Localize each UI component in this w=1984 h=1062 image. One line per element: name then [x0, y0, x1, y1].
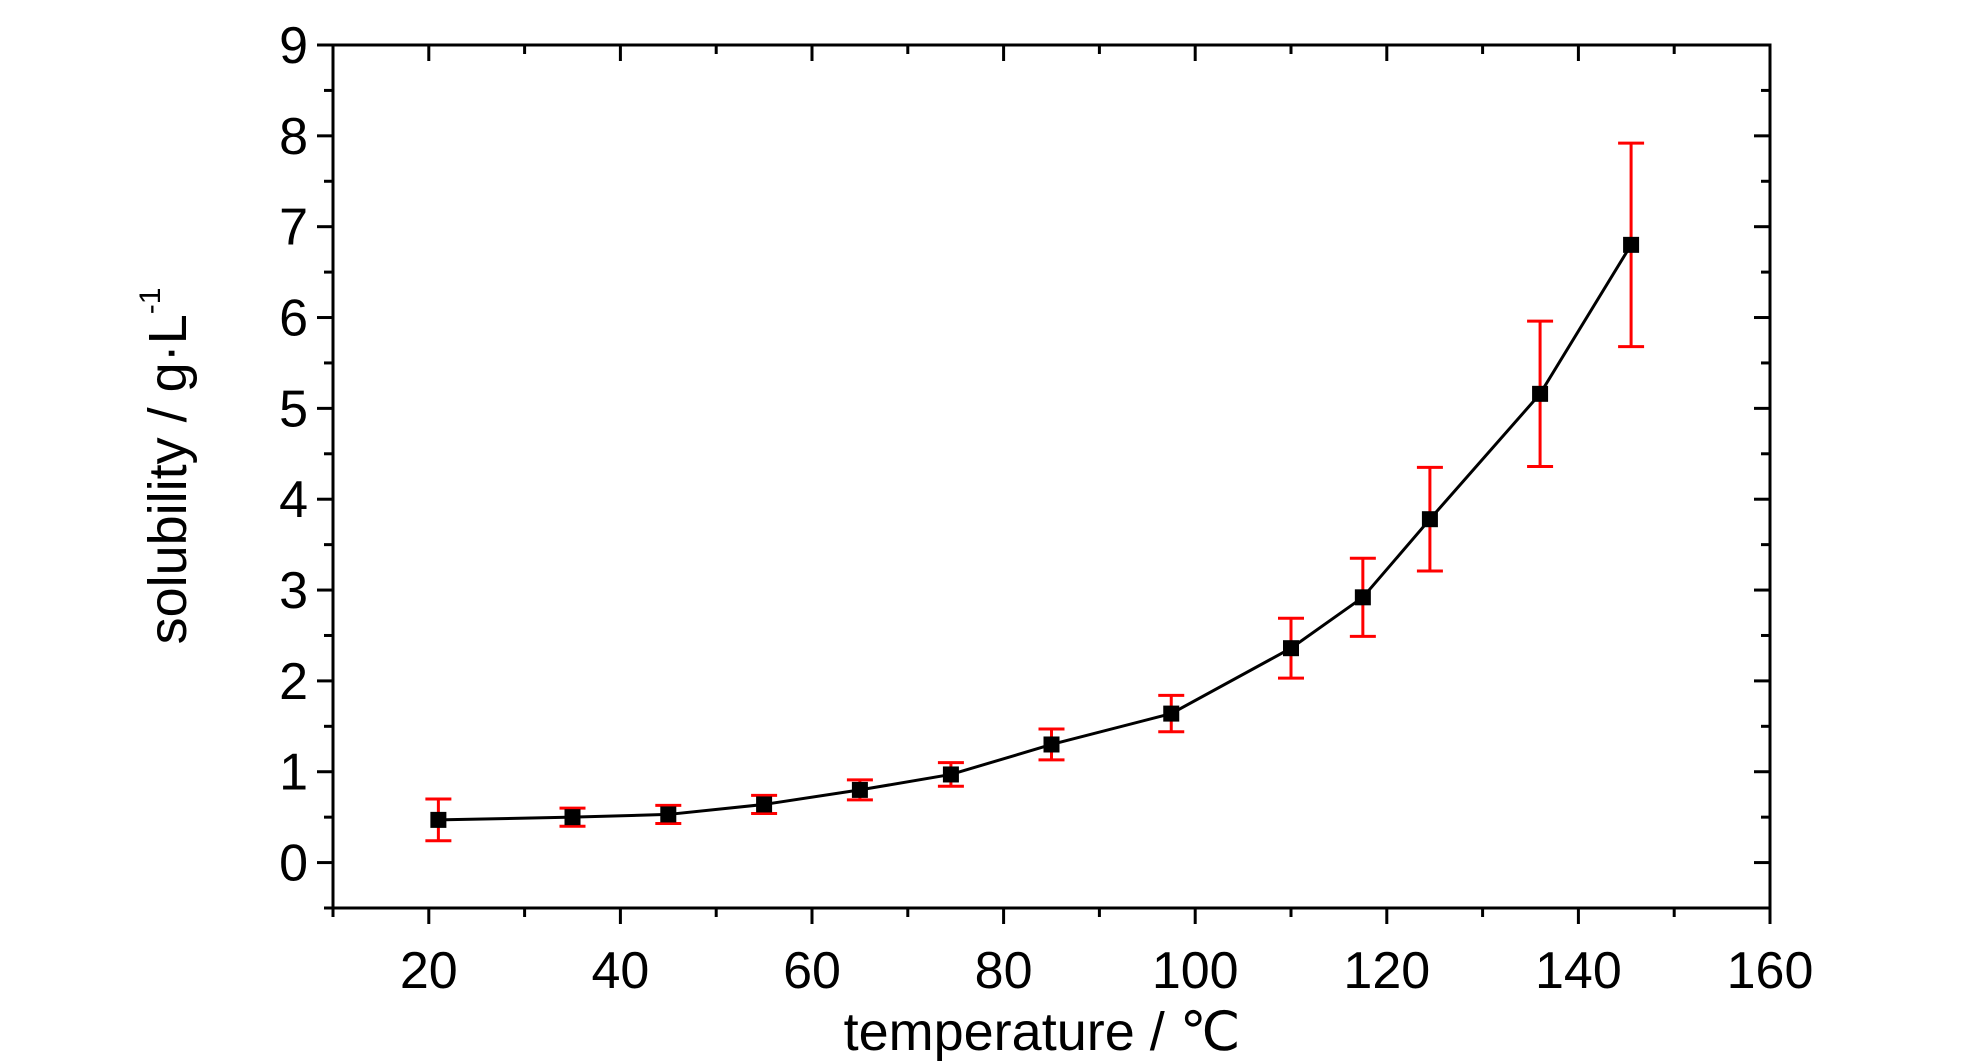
y-tick-label: 0 — [279, 835, 308, 893]
data-point — [1532, 385, 1549, 402]
x-tick-label: 20 — [400, 942, 458, 1000]
y-axis-title-superscript: -1 — [134, 288, 167, 315]
x-tick-label: 40 — [591, 942, 649, 1000]
x-tick-label: 140 — [1535, 942, 1622, 1000]
y-tick-label: 9 — [279, 17, 308, 75]
x-tick-label: 120 — [1343, 942, 1430, 1000]
y-axis-title-main: solubility / g·L — [138, 314, 198, 644]
x-tick-label: 60 — [783, 942, 841, 1000]
data-point — [660, 806, 677, 823]
data-point — [1354, 589, 1371, 606]
data-point — [1163, 705, 1180, 722]
data-point — [1283, 640, 1299, 657]
data-point — [430, 811, 447, 828]
series-line — [438, 244, 1633, 822]
data-point — [1623, 236, 1640, 253]
data-point — [851, 781, 868, 798]
y-tick-label: 4 — [279, 471, 308, 529]
y-tick-label: 7 — [279, 199, 308, 257]
data-point — [1043, 736, 1060, 753]
y-axis-title: solubility / g·L-1 — [134, 288, 198, 645]
y-tick-label: 8 — [279, 108, 308, 166]
data-point — [1421, 511, 1438, 528]
y-tick-label: 6 — [279, 290, 308, 348]
data-point — [756, 796, 773, 813]
x-tick-label: 100 — [1152, 942, 1239, 1000]
y-tick-label: 1 — [279, 744, 308, 802]
y-tick-label: 3 — [279, 562, 308, 620]
data-point — [942, 766, 959, 783]
x-tick-label: 80 — [975, 942, 1033, 1000]
y-tick-label: 2 — [279, 653, 308, 711]
x-tick-label: 160 — [1727, 942, 1814, 1000]
data-point — [564, 809, 581, 826]
plot-frame — [331, 43, 1772, 910]
y-tick-label: 5 — [279, 380, 308, 438]
x-axis-title: temperature / ℃ — [844, 1002, 1241, 1062]
